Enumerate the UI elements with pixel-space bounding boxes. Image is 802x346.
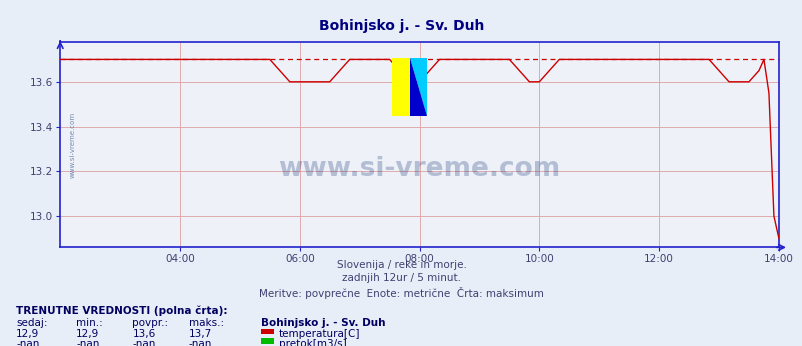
Text: -nan: -nan (188, 339, 212, 346)
Bar (391, 58, 409, 116)
Text: povpr.:: povpr.: (132, 318, 168, 328)
Text: TRENUTNE VREDNOSTI (polna črta):: TRENUTNE VREDNOSTI (polna črta): (16, 305, 227, 316)
Text: -nan: -nan (132, 339, 156, 346)
Text: Slovenija / reke in morje.: Slovenija / reke in morje. (336, 260, 466, 270)
Text: sedaj:: sedaj: (16, 318, 47, 328)
Text: Bohinjsko j. - Sv. Duh: Bohinjsko j. - Sv. Duh (318, 19, 484, 33)
Text: www.si-vreme.com: www.si-vreme.com (70, 111, 76, 177)
Text: www.si-vreme.com: www.si-vreme.com (278, 156, 560, 182)
Text: 13,7: 13,7 (188, 329, 212, 339)
Text: Bohinjsko j. - Sv. Duh: Bohinjsko j. - Sv. Duh (261, 318, 385, 328)
Polygon shape (409, 58, 426, 116)
Text: Meritve: povprečne  Enote: metrične  Črta: maksimum: Meritve: povprečne Enote: metrične Črta:… (259, 287, 543, 299)
Text: maks.:: maks.: (188, 318, 224, 328)
Text: -nan: -nan (16, 339, 39, 346)
Polygon shape (409, 58, 426, 116)
Text: min.:: min.: (76, 318, 103, 328)
Text: temperatura[C]: temperatura[C] (278, 329, 359, 339)
Text: zadnjih 12ur / 5 minut.: zadnjih 12ur / 5 minut. (342, 273, 460, 283)
Text: 13,6: 13,6 (132, 329, 156, 339)
Text: 12,9: 12,9 (16, 329, 39, 339)
Text: pretok[m3/s]: pretok[m3/s] (278, 339, 346, 346)
Text: -nan: -nan (76, 339, 99, 346)
Text: 12,9: 12,9 (76, 329, 99, 339)
